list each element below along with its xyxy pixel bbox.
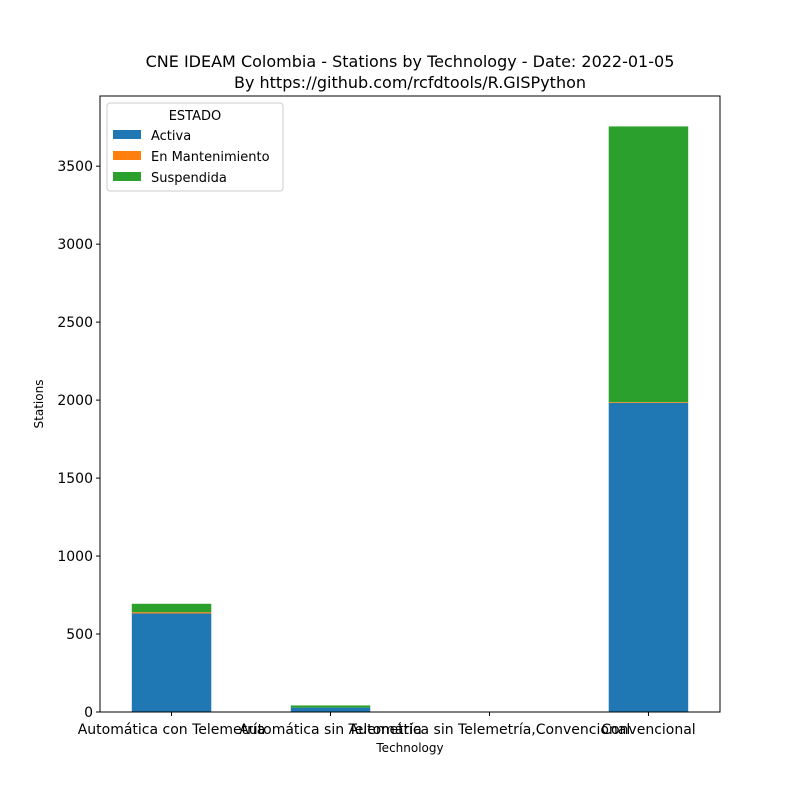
bar-activa-3 [608,402,689,712]
bars-group [131,126,689,712]
x-axis-label: Technology [375,741,443,755]
y-tick-label: 500 [66,627,93,643]
x-tick-label: Convencional [601,722,695,738]
legend-swatch [113,172,141,181]
legend-box [106,102,284,192]
y-tick-label: 2500 [57,315,93,331]
chart-subtitle: By https://github.com/rcfdtools/R.GISPyt… [234,73,586,92]
legend-swatch [113,151,141,160]
y-tick-label: 2000 [57,393,93,409]
legend-swatch [113,130,141,139]
legend-label: Activa [151,129,191,144]
bar-activa-0 [131,613,212,712]
x-tick-label: Automática sin Telemetría [239,722,422,738]
y-tick-label: 3500 [57,159,93,175]
legend-title: ESTADO [169,109,222,124]
bar-suspendida-1 [290,705,371,708]
bar-en-mantenimiento-3 [608,402,689,403]
plot-frame [99,95,721,713]
y-tick-label: 1500 [57,471,93,487]
x-tick-label: Automática con Telemetría [78,722,266,738]
y-tick-label: 1000 [57,549,93,565]
bar-suspendida-3 [608,126,689,403]
legend-label: En Mantenimiento [151,150,270,165]
y-axis-label: Stations [32,380,46,429]
bar-suspendida-0 [131,603,212,613]
legend: ESTADO Activa En Mantenimiento Suspendida [106,102,284,192]
legend-label: Suspendida [151,171,227,186]
y-axis-ticks: 0 500 1000 1500 2000 2500 3000 3500 [57,159,100,721]
bar-activa-1 [290,707,371,712]
y-tick-label: 0 [84,705,93,721]
bar-en-mantenimiento-0 [131,612,212,614]
chart-title: CNE IDEAM Colombia - Stations by Technol… [146,52,675,71]
legend-items: Activa En Mantenimiento Suspendida [113,129,270,186]
x-tick-label: Automática sin Telemetría,Convencional [349,722,631,738]
y-tick-label: 3000 [57,237,93,253]
